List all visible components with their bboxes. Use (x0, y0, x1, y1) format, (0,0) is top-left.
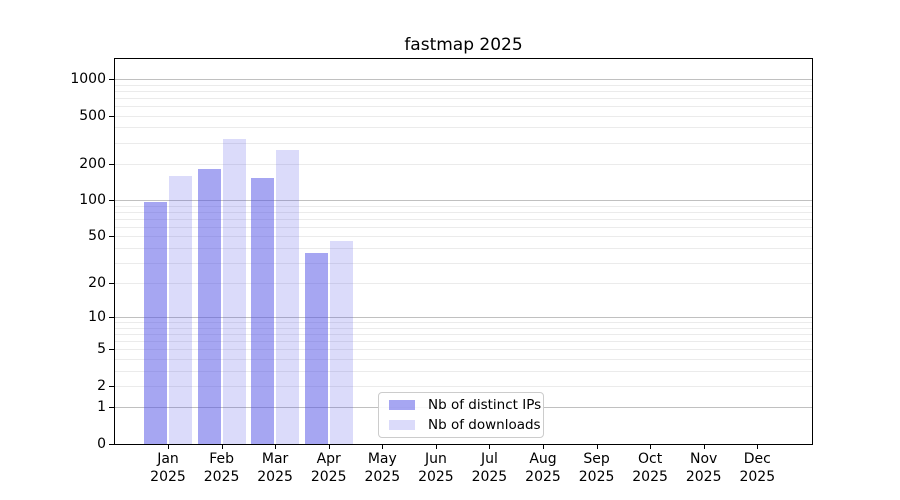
bar-distinct-ips-jan (144, 202, 167, 444)
legend-swatch-downloads (389, 419, 415, 430)
y-tick-label: 1000 (70, 71, 106, 87)
y-tick-label: 500 (79, 107, 106, 124)
x-tick-label: Sep 2025 (561, 451, 633, 486)
x-tick-label: Jun 2025 (400, 451, 472, 486)
x-tick-year: 2025 (471, 468, 508, 485)
y-tick-label: 1 (97, 399, 106, 416)
x-tick-label: Jan 2025 (132, 451, 204, 486)
y-gridline-minor (115, 236, 812, 238)
x-tick-year: 2025 (203, 468, 240, 485)
y-tick-label: 2 (97, 378, 106, 394)
x-tick-year: 2025 (578, 468, 615, 485)
y-gridline-major (115, 200, 812, 202)
y-tick-label: 200 (79, 155, 106, 172)
bar-downloads-feb (222, 139, 246, 444)
x-tick-month: Jul (480, 451, 498, 467)
x-tick-month: Apr (316, 451, 341, 467)
x-tick-label: Feb 2025 (186, 451, 258, 486)
y-gridline-minor (115, 97, 812, 99)
legend-item-distinct-ips: Nb of distinct IPs (387, 397, 541, 414)
y-gridline-minor (115, 262, 812, 264)
bar-downloads-jan (169, 176, 192, 444)
bar-distinct-ips-apr (304, 253, 328, 444)
x-tick-month: Oct (637, 451, 663, 467)
y-gridline-minor (115, 359, 812, 360)
y-gridline-minor (115, 322, 812, 324)
x-tick-year: 2025 (310, 468, 347, 485)
y-gridline-major (115, 317, 812, 319)
x-tick-label: Nov 2025 (668, 451, 740, 486)
y-gridline-minor (115, 370, 812, 372)
y-gridline-minor (115, 349, 812, 351)
bar-downloads-apr (329, 240, 353, 444)
y-gridline-minor (115, 211, 812, 213)
x-tick-year: 2025 (685, 468, 722, 485)
y-gridline-minor (115, 341, 812, 343)
x-tick-label: Apr 2025 (293, 451, 365, 486)
chart-title: fastmap 2025 (404, 35, 523, 55)
bar-downloads-mar (276, 149, 300, 444)
x-tick-year: 2025 (364, 468, 401, 485)
y-tick-label: 50 (88, 228, 106, 245)
bar-distinct-ips-feb (197, 169, 221, 444)
x-tick-month: May (367, 451, 397, 467)
x-tick-year: 2025 (418, 468, 454, 485)
y-gridline-minor (115, 205, 812, 207)
x-tick-month: Jun (424, 451, 447, 467)
x-tick-label: Oct 2025 (614, 451, 686, 486)
x-tick-year: 2025 (739, 468, 776, 485)
x-tick-label: Dec 2025 (721, 451, 793, 486)
x-tick-label: May 2025 (346, 451, 418, 486)
plot-area (114, 58, 813, 445)
x-tick-month: Aug (529, 451, 557, 467)
bar-distinct-ips-mar (251, 178, 275, 444)
y-gridline-minor (115, 226, 812, 228)
y-gridline-minor (115, 386, 812, 387)
x-tick-year: 2025 (150, 468, 186, 485)
legend-label: Nb of downloads (428, 416, 541, 433)
y-gridline-minor (115, 247, 812, 249)
x-tick-label: Mar 2025 (239, 451, 311, 486)
x-tick-month: Nov (690, 451, 718, 467)
x-tick-year: 2025 (525, 468, 561, 485)
y-gridline-minor (115, 283, 812, 285)
y-gridline-minor (115, 115, 812, 117)
y-gridline-minor (115, 218, 812, 220)
legend-label: Nb of distinct IPs (428, 397, 542, 414)
y-gridline-major (115, 79, 812, 80)
y-gridline-minor (115, 84, 812, 86)
x-tick-year: 2025 (632, 468, 668, 485)
y-gridline-minor (115, 142, 812, 144)
y-gridline-minor (115, 334, 812, 336)
y-gridline-minor (115, 163, 812, 165)
y-gridline-minor (115, 127, 812, 129)
y-tick-label: 0 (97, 436, 106, 452)
legend-swatch-distinct-ips (389, 400, 415, 411)
y-gridline-minor (115, 105, 812, 107)
x-tick-year: 2025 (257, 468, 293, 485)
x-tick-month: Jan (157, 451, 179, 467)
x-tick-month: Feb (209, 451, 234, 467)
x-tick-month: Sep (583, 451, 610, 467)
legend: Nb of distinct IPs Nb of downloads (378, 392, 544, 438)
x-tick-month: Mar (261, 451, 289, 467)
x-tick-label: Jul 2025 (453, 451, 525, 486)
y-tick-label: 5 (97, 341, 106, 358)
x-tick-label: Aug 2025 (507, 451, 579, 486)
y-tick-label: 100 (79, 192, 106, 209)
y-gridline-minor (115, 327, 812, 329)
y-tick-label: 10 (88, 309, 106, 326)
y-tick-label: 20 (88, 275, 106, 292)
legend-item-downloads: Nb of downloads (387, 417, 541, 434)
x-tick-month: Dec (743, 451, 771, 467)
y-gridline-minor (115, 90, 812, 92)
